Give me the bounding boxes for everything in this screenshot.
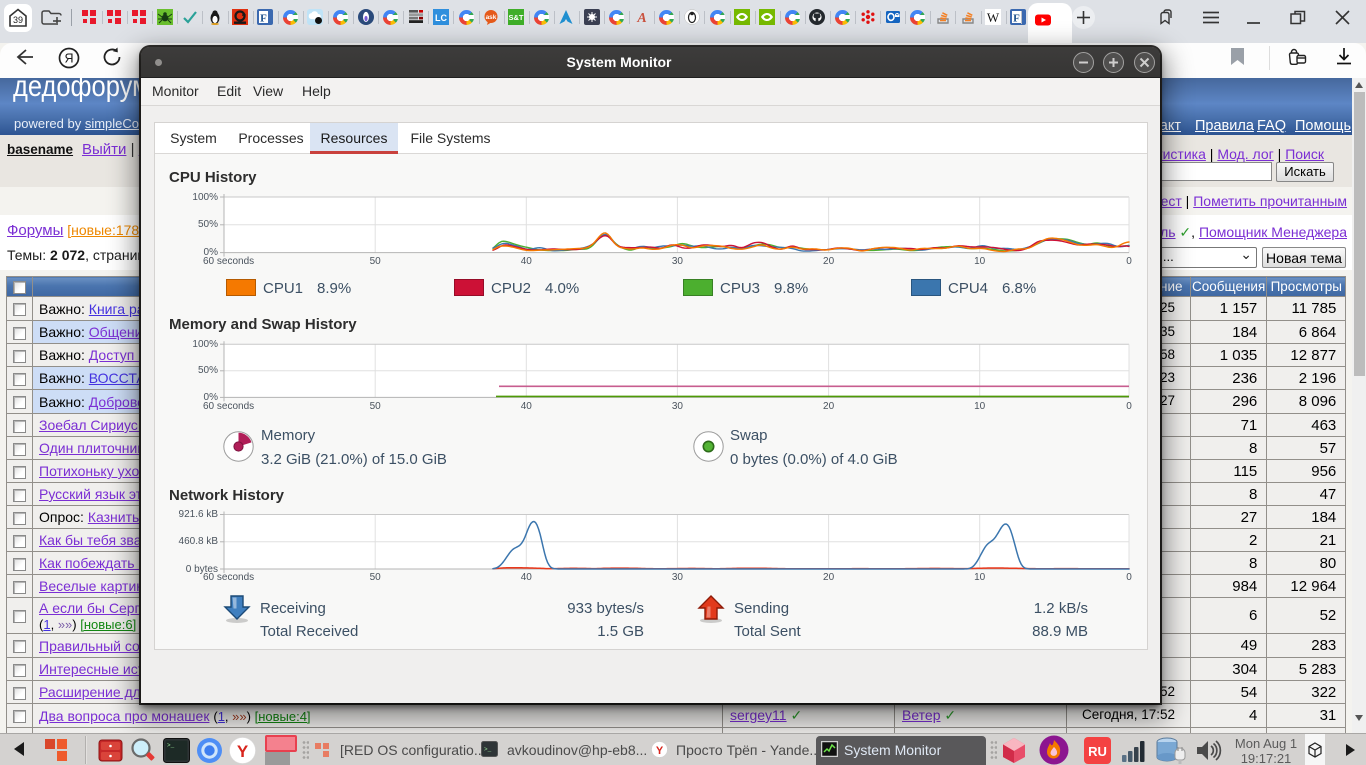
svg-text:>_: >_ bbox=[484, 746, 492, 753]
svg-text:39: 39 bbox=[13, 15, 23, 25]
svg-text:ask: ask bbox=[486, 14, 497, 21]
svg-text:A: A bbox=[636, 11, 646, 25]
svg-text:>_: >_ bbox=[167, 742, 175, 749]
svg-text:LC: LC bbox=[435, 13, 447, 23]
svg-text:Y: Y bbox=[237, 742, 249, 761]
svg-text:F: F bbox=[260, 13, 267, 25]
svg-text:F: F bbox=[1013, 13, 1020, 25]
svg-text:S&T: S&T bbox=[509, 13, 524, 22]
svg-text:Y: Y bbox=[656, 745, 664, 757]
svg-text:Я: Я bbox=[64, 52, 73, 66]
svg-text:W: W bbox=[987, 10, 1000, 25]
svg-text:RU: RU bbox=[1088, 744, 1107, 759]
